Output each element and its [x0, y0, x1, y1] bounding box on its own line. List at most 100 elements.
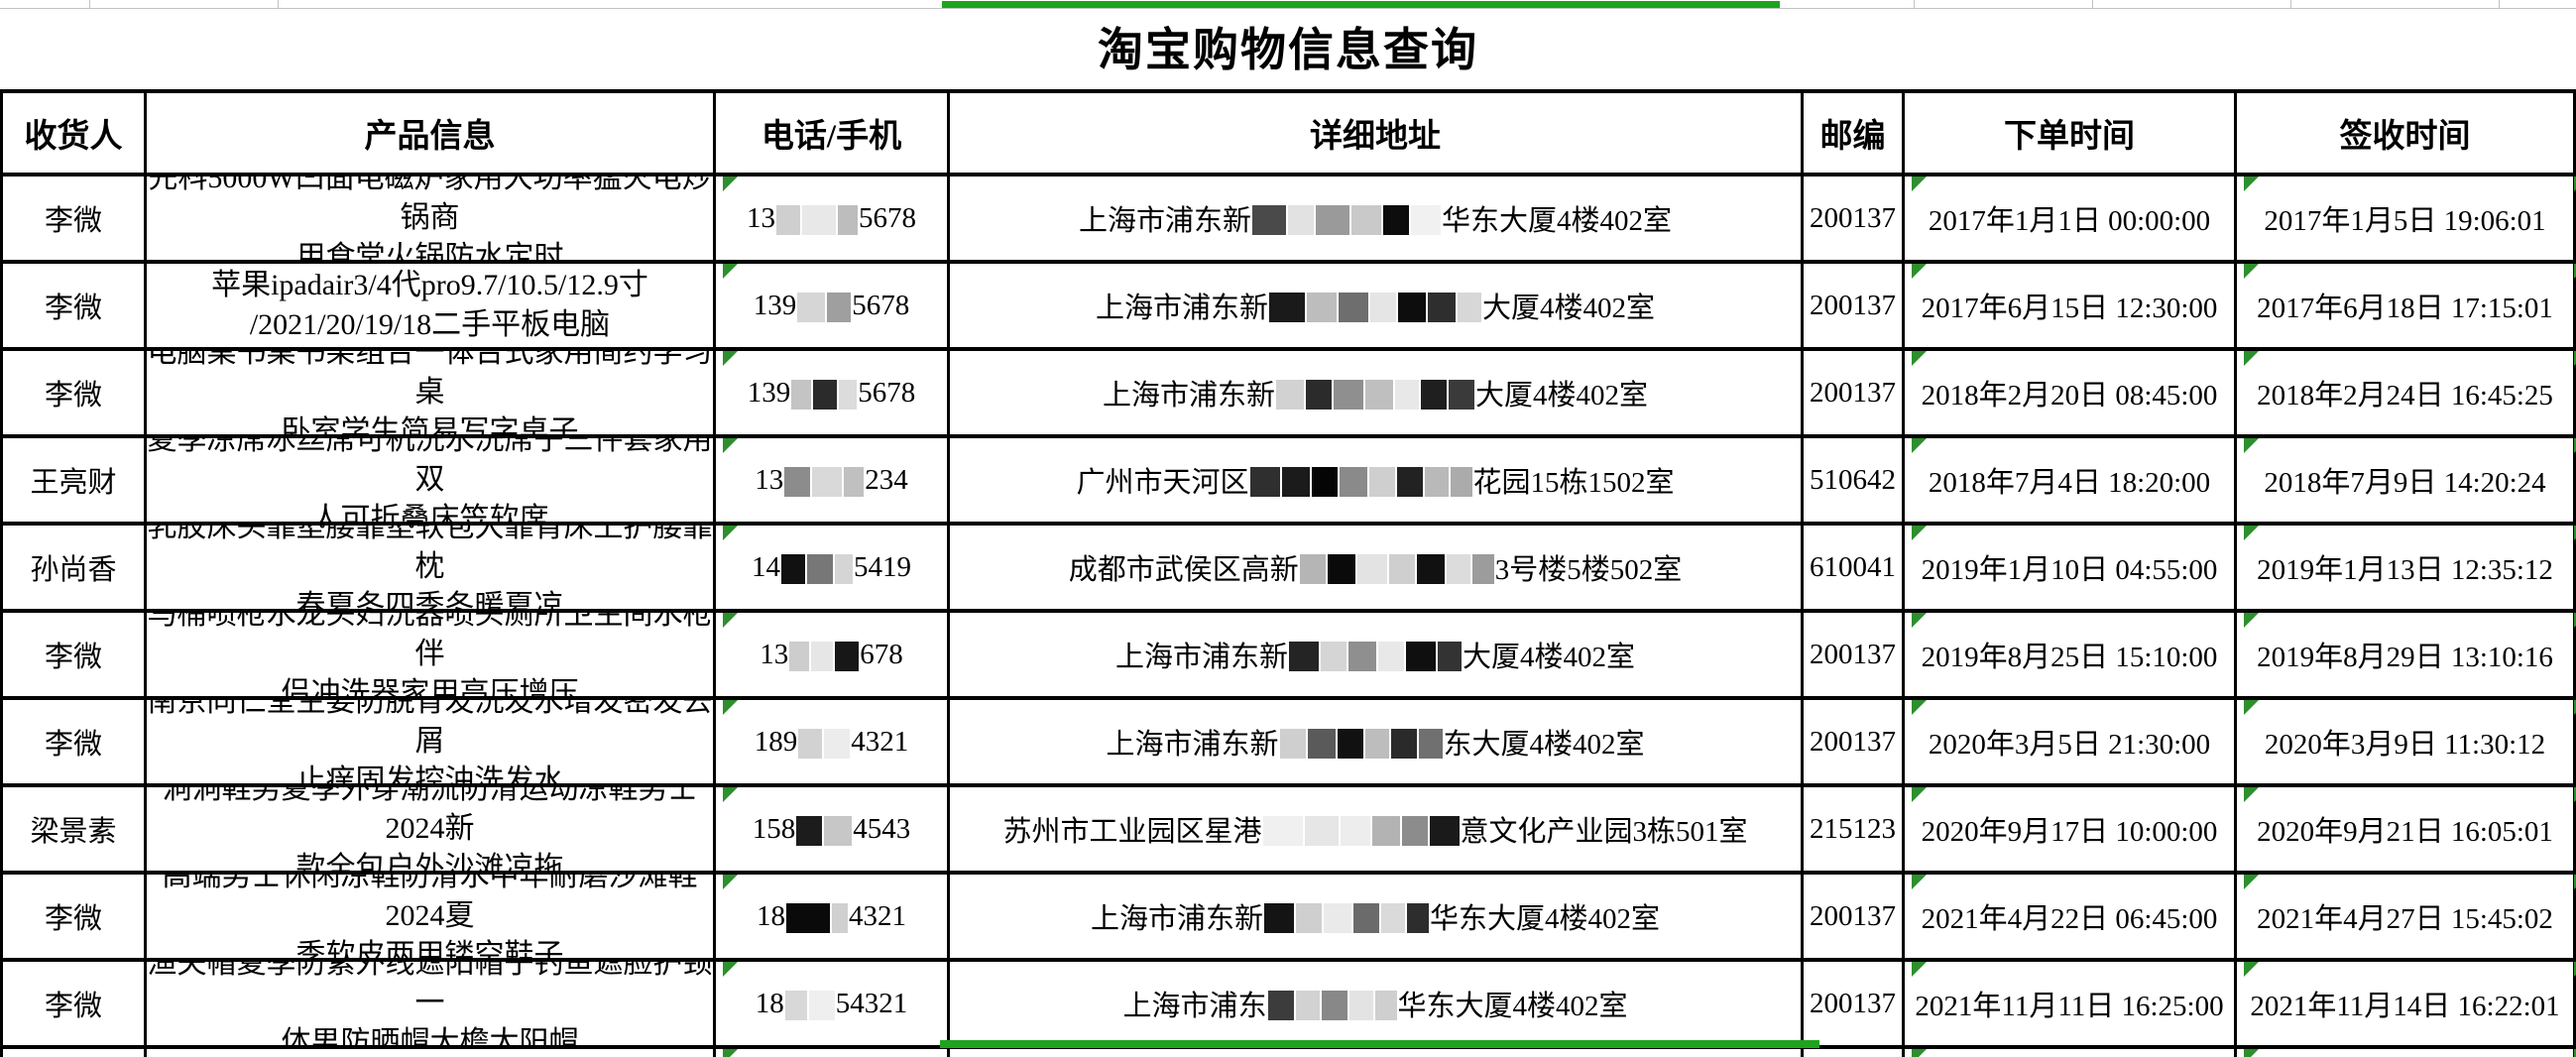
- receiver-cell[interactable]: 梁景素: [3, 787, 147, 871]
- phone-cell[interactable]: 14 5419: [716, 526, 950, 609]
- product-cell[interactable]: 渔夫帽夏季防紫外线遮阳帽子钓鱼遮脸护颈一 体男防晒帽大檐太阳帽: [147, 962, 716, 1045]
- redaction-mosaic: [1249, 463, 1473, 497]
- address-cell[interactable]: 上海市浦东新 大厦4楼402室: [950, 351, 1804, 434]
- zip-cell[interactable]: 510642: [1804, 438, 1905, 522]
- zip-cell[interactable]: 610041: [1804, 526, 1905, 609]
- error-indicator-icon: [2574, 613, 2576, 628]
- product-cell[interactable]: 南京同仁堂生姜防脱育发洗发水增发密发去屑 止痒固发控油洗发水: [147, 700, 716, 783]
- error-indicator-icon: [2574, 351, 2576, 366]
- error-indicator-icon: [723, 264, 738, 279]
- error-indicator-icon: [723, 613, 738, 628]
- phone-cell[interactable]: 139 5678: [716, 351, 950, 434]
- product-cell[interactable]: 夏季凉席冰丝席可机洗水洗席子三件套家用双 人可折叠床笠软席: [147, 438, 716, 522]
- header-sign-time[interactable]: 签收时间: [2237, 93, 2576, 173]
- sign-time-cell[interactable]: 2019年1月13日 12:35:12: [2237, 526, 2576, 609]
- address-cell[interactable]: 广州市天河区 花园15栋1502室: [950, 438, 1804, 522]
- product-cell[interactable]: 马桶喷枪水龙头妇洗器喷头厕所卫生间水枪伴 侣冲洗器家用高压增压: [147, 613, 716, 696]
- phone-cell[interactable]: 13 678: [716, 613, 950, 696]
- address-cell[interactable]: 成都市武侯区高新 3号楼5楼502室: [950, 526, 1804, 609]
- receiver-cell[interactable]: 王亮财: [3, 438, 147, 522]
- address-cell[interactable]: 上海市浦东新 大厦4楼402室: [950, 264, 1804, 347]
- product-cell[interactable]: 高端男士休闲凉鞋防滑水中年耐磨沙滩鞋2024夏 季软皮两用镂空鞋子: [147, 875, 716, 958]
- phone-cell[interactable]: 13 5678: [716, 176, 950, 260]
- header-receiver[interactable]: 收货人: [3, 93, 147, 173]
- order-time-cell[interactable]: 2021年11月11日 16:25:00: [1905, 962, 2237, 1045]
- error-indicator-icon: [2244, 613, 2259, 628]
- gridline-vertical: [2290, 0, 2291, 8]
- product-cell[interactable]: 先科5000W凹面电磁炉家用大功率猛火电炒锅商 用食堂火锅防水定时: [147, 176, 716, 260]
- redaction-mosaic: [785, 899, 849, 933]
- error-indicator-icon: [2244, 264, 2259, 279]
- zip-cell[interactable]: 200137: [1804, 264, 1905, 347]
- sign-time-cell[interactable]: 2020年3月9日 11:30:12: [2237, 700, 2576, 783]
- header-zip[interactable]: 邮编: [1804, 93, 1905, 173]
- receiver-cell[interactable]: 李微: [3, 613, 147, 696]
- product-cell[interactable]: 电脑桌书桌书架组合一体台式家用简约学习桌 卧室学生简易写字桌子: [147, 351, 716, 434]
- receiver-cell[interactable]: 李微: [3, 351, 147, 434]
- zip-cell[interactable]: 200137: [1804, 176, 1905, 260]
- order-time-cell[interactable]: 2019年8月25日 15:10:00: [1905, 613, 2237, 696]
- redaction-mosaic: [1279, 725, 1444, 759]
- address-cell[interactable]: 上海市浦东新 东大厦4楼402室: [950, 700, 1804, 783]
- redaction-mosaic: [1268, 289, 1482, 322]
- error-indicator-icon: [2244, 438, 2259, 453]
- order-time-cell[interactable]: 2021年4月22日 06:45:00: [1905, 875, 2237, 958]
- gridline-vertical: [278, 0, 279, 8]
- table-row: 李微 电脑桌书桌书架组合一体台式家用简约学习桌 卧室学生简易写字桌子 139 56…: [0, 351, 2576, 438]
- product-cell[interactable]: 洞洞鞋男夏季外穿潮流防滑运动凉鞋男士2024新 款全包户外沙滩凉拖: [147, 787, 716, 871]
- address-cell[interactable]: 上海市浦东新 华东大厦4楼402室: [950, 875, 1804, 958]
- phone-cell[interactable]: 13 234: [716, 438, 950, 522]
- header-order-time[interactable]: 下单时间: [1905, 93, 2237, 173]
- address-cell[interactable]: 上海市浦东新 华东大厦4楼402室: [950, 176, 1804, 260]
- redaction-mosaic: [1263, 899, 1430, 933]
- product-cell[interactable]: 苹果ipadair3/4代pro9.7/10.5/12.9寸 /2021/20/…: [147, 264, 716, 347]
- receiver-cell[interactable]: 李微: [3, 176, 147, 260]
- zip-cell[interactable]: 200137: [1804, 875, 1905, 958]
- order-time-cell[interactable]: 2017年6月15日 12:30:00: [1905, 264, 2237, 347]
- header-phone[interactable]: 电话/手机: [716, 93, 950, 173]
- sign-time-cell[interactable]: 2017年6月18日 17:15:01: [2237, 264, 2576, 347]
- product-cell[interactable]: 乳胶床头靠垫腰靠垫软包大靠背床上护腰靠枕 春夏冬四季冬暖夏凉: [147, 526, 716, 609]
- error-indicator-icon: [723, 351, 738, 366]
- receiver-cell[interactable]: 李微: [3, 962, 147, 1045]
- phone-cell[interactable]: 189 4321: [716, 700, 950, 783]
- order-time-cell[interactable]: 2018年2月20日 08:45:00: [1905, 351, 2237, 434]
- sign-time-cell[interactable]: 2020年9月21日 16:05:01: [2237, 787, 2576, 871]
- phone-cell[interactable]: 18 4321: [716, 875, 950, 958]
- phone-cell[interactable]: 158 4543: [716, 787, 950, 871]
- receiver-cell[interactable]: 李微: [3, 700, 147, 783]
- order-time-cell[interactable]: 2020年3月5日 21:30:00: [1905, 700, 2237, 783]
- zip-cell[interactable]: 200137: [1804, 351, 1905, 434]
- address-cell[interactable]: 苏州市工业园区星港 意文化产业园3栋501室: [950, 787, 1804, 871]
- zip-cell[interactable]: 215123: [1804, 787, 1905, 871]
- sign-time-cell[interactable]: 2018年2月24日 16:45:25: [2237, 351, 2576, 434]
- error-indicator-icon: [1912, 526, 1927, 540]
- order-time-cell[interactable]: 2020年9月17日 10:00:00: [1905, 787, 2237, 871]
- header-product[interactable]: 产品信息: [147, 93, 716, 173]
- address-cell[interactable]: 上海市浦东 华东大厦4楼402室: [950, 962, 1804, 1045]
- phone-cell[interactable]: 139 5678: [716, 264, 950, 347]
- sign-time-cell[interactable]: 2021年11月14日 16:22:01: [2237, 962, 2576, 1045]
- redaction-mosaic: [796, 289, 852, 322]
- header-address[interactable]: 详细地址: [950, 93, 1804, 173]
- receiver-cell[interactable]: 李微: [3, 875, 147, 958]
- zip-cell[interactable]: 200137: [1804, 613, 1905, 696]
- zip-cell[interactable]: 200137: [1804, 700, 1905, 783]
- sign-time-cell[interactable]: 2019年8月29日 13:10:16: [2237, 613, 2576, 696]
- sign-time-cell[interactable]: 2021年4月27日 15:45:02: [2237, 875, 2576, 958]
- table-row: 李微 苹果ipadair3/4代pro9.7/10.5/12.9寸 /2021/…: [0, 264, 2576, 351]
- order-time-cell[interactable]: 2019年1月10日 04:55:00: [1905, 526, 2237, 609]
- receiver-cell[interactable]: 李微: [3, 264, 147, 347]
- zip-cell[interactable]: 200137: [1804, 962, 1905, 1045]
- error-indicator-icon: [1912, 700, 1927, 715]
- gridline-vertical: [2499, 0, 2500, 8]
- receiver-cell[interactable]: 孙尚香: [3, 526, 147, 609]
- address-cell[interactable]: 上海市浦东新 大厦4楼402室: [950, 613, 1804, 696]
- order-time-cell[interactable]: 2017年1月1日 00:00:00: [1905, 176, 2237, 260]
- order-time-cell[interactable]: 2018年7月4日 18:20:00: [1905, 438, 2237, 522]
- redaction-mosaic: [790, 376, 858, 410]
- sign-time-cell[interactable]: 2018年7月9日 14:20:24: [2237, 438, 2576, 522]
- sign-time-cell[interactable]: 2017年1月5日 19:06:01: [2237, 176, 2576, 260]
- error-indicator-icon: [723, 176, 738, 191]
- phone-cell[interactable]: 18 54321: [716, 962, 950, 1045]
